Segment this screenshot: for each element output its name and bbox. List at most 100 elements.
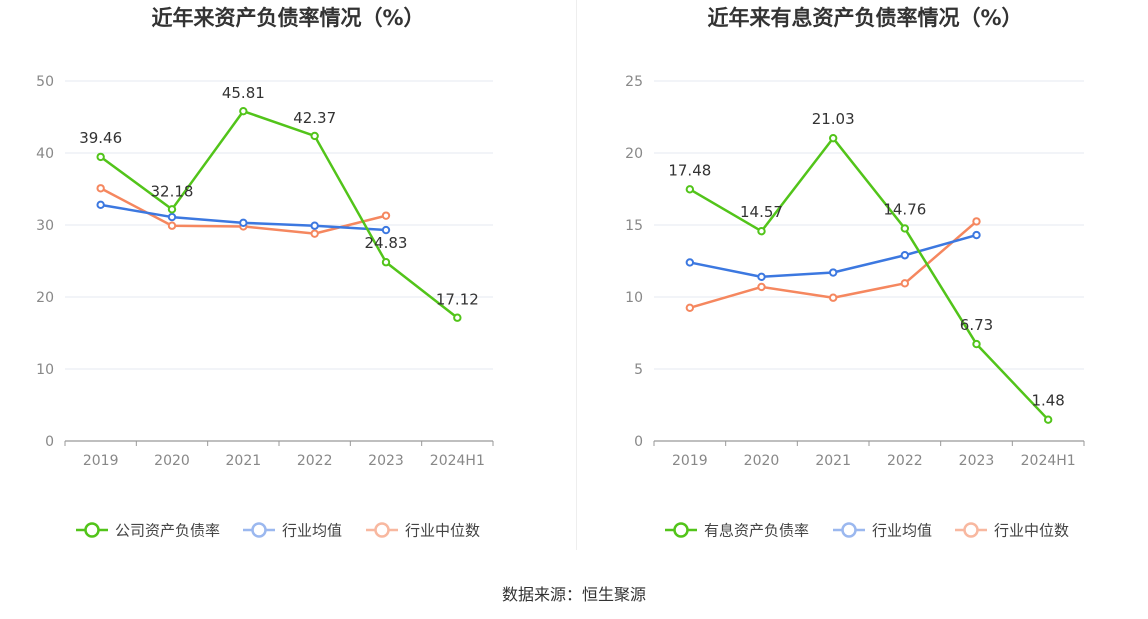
legend: 公司资产负债率 行业均值 行业中位数 (76, 522, 480, 540)
data-point (167, 212, 177, 222)
data-point (757, 226, 766, 236)
y-tick-label: 0 (45, 434, 54, 450)
y-axis: 0 5 10 15 20 25 (625, 74, 643, 450)
legend-item: 行业中位数 (366, 522, 480, 540)
data-point (239, 106, 248, 116)
x-tick-label: 2021 (815, 453, 851, 469)
legend-marker (841, 522, 857, 538)
chart-title: 近年来资产负债率情况（%） (151, 6, 425, 30)
data-point (972, 230, 981, 240)
line-chart-interest-bearing: 0 5 10 15 20 25 2019 2020 2021 2022 2023 2024H1 17.4… (625, 74, 1085, 540)
legend: 有息资产负债率 行业均值 行业中位数 (665, 522, 1069, 540)
series-0: 39.46 32.18 45.81 42.37 24.83 17.12 (79, 84, 479, 322)
data-point (167, 221, 177, 230)
x-tick-label: 2021 (226, 453, 262, 469)
x-tick-label: 2024H1 (430, 453, 485, 469)
data-point (310, 229, 319, 238)
legend-label: 行业均值 (282, 522, 342, 540)
legend-label: 行业中位数 (405, 522, 480, 540)
chart-title: 近年来有息资产负债率情况（%） (707, 6, 1023, 30)
data-point (239, 218, 248, 228)
legend-label: 行业中位数 (994, 522, 1069, 540)
data-point (310, 131, 319, 141)
chart-panel-interest-bearing: 近年来有息资产负债率情况（%） 0 5 10 15 20 25 2019 2020 2021 20… (577, 0, 1148, 560)
data-point (900, 279, 910, 288)
data-point (757, 272, 766, 282)
x-tick-label: 2023 (959, 453, 995, 469)
series-line (99, 109, 459, 319)
legend-item: 行业均值 (833, 522, 932, 540)
series-1 (96, 200, 391, 235)
data-label: 17.48 (668, 161, 711, 179)
y-tick-label: 40 (36, 146, 54, 162)
data-point (900, 251, 910, 260)
legend-marker (963, 522, 979, 538)
data-label: 17.12 (436, 291, 479, 309)
data-point (167, 205, 177, 214)
data-point (900, 224, 910, 233)
y-tick-label: 20 (625, 146, 643, 162)
y-tick-label: 25 (625, 74, 643, 90)
y-tick-label: 15 (625, 218, 643, 234)
data-label: 45.81 (222, 84, 265, 102)
x-axis: 2019 2020 2021 2022 2023 2024H1 (64, 440, 494, 469)
x-tick-label: 2022 (297, 453, 333, 469)
data-source-note: 数据来源：恒生聚源 (501, 585, 646, 604)
data-point (757, 282, 766, 292)
data-point (96, 152, 105, 162)
data-point (1043, 415, 1053, 424)
y-tick-label: 10 (36, 362, 54, 378)
legend-item: 行业中位数 (955, 522, 1069, 540)
series-1 (685, 230, 981, 282)
data-point (96, 200, 105, 210)
x-tick-label: 2020 (744, 453, 780, 469)
x-tick-label: 2019 (672, 453, 708, 469)
x-axis: 2019 2020 2021 2022 2023 2024H1 (653, 440, 1085, 469)
legend-label: 有息资产负债率 (704, 522, 809, 540)
x-tick-label: 2024H1 (1021, 453, 1076, 469)
data-point (828, 133, 838, 143)
data-point (685, 303, 695, 312)
legend-marker (84, 522, 100, 538)
data-point (828, 268, 838, 277)
data-point (381, 225, 391, 235)
legend-item: 公司资产负债率 (76, 522, 220, 540)
x-tick-label: 2019 (83, 453, 119, 469)
series-0: 17.48 14.57 21.03 14.76 6.73 1.48 (668, 110, 1065, 424)
legend-marker (374, 522, 390, 538)
data-label: 39.46 (79, 129, 122, 147)
data-label: 24.83 (365, 234, 408, 252)
data-point (381, 211, 391, 220)
data-point (828, 293, 838, 302)
data-point (972, 217, 981, 226)
y-tick-label: 0 (634, 434, 643, 450)
legend-marker (251, 522, 267, 538)
data-label: 21.03 (812, 110, 855, 128)
data-point (381, 258, 391, 267)
y-tick-label: 50 (36, 74, 54, 90)
y-tick-label: 5 (634, 362, 643, 378)
data-point (453, 313, 462, 322)
data-label: 1.48 (1031, 392, 1064, 410)
y-tick-label: 30 (36, 218, 54, 234)
data-point (685, 258, 695, 267)
data-label: 14.76 (883, 200, 926, 218)
legend-item: 行业均值 (243, 522, 342, 540)
legend-label: 行业均值 (872, 522, 932, 540)
x-tick-label: 2020 (154, 453, 190, 469)
data-label: 14.57 (740, 203, 783, 221)
legend-marker (673, 522, 689, 538)
data-label: 32.18 (151, 182, 194, 200)
data-point (972, 339, 981, 349)
series-line (689, 136, 1050, 421)
x-tick-label: 2023 (368, 453, 404, 469)
legend-label: 公司资产负债率 (115, 522, 220, 540)
data-point (310, 221, 319, 230)
y-tick-label: 10 (625, 290, 643, 306)
data-point (685, 185, 695, 194)
series-2 (685, 217, 981, 312)
grid-lines (654, 80, 1084, 370)
x-tick-label: 2022 (887, 453, 923, 469)
y-tick-label: 20 (36, 290, 54, 306)
data-label: 42.37 (293, 109, 336, 127)
